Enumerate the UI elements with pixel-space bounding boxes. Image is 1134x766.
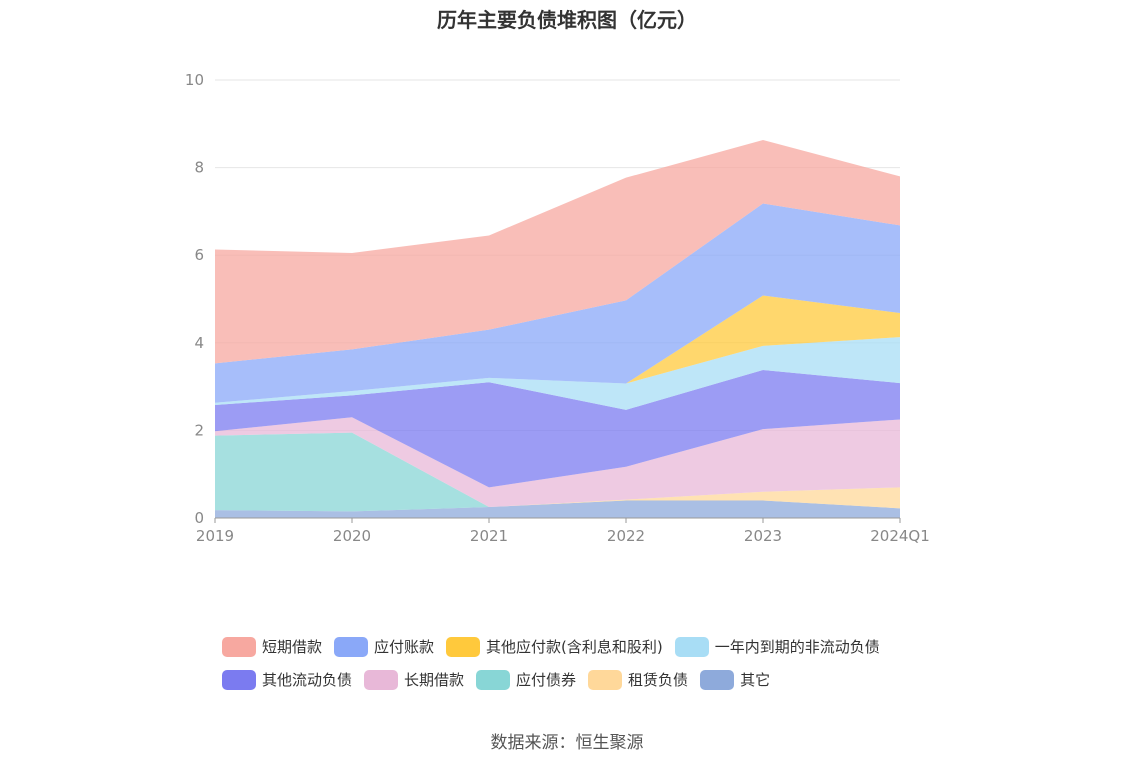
x-tick-label: 2020 xyxy=(333,527,371,545)
y-tick-label: 2 xyxy=(194,421,204,439)
legend-swatch xyxy=(588,669,623,690)
stacked-area-chart: 0 2 4 6 8 10 2019 2020 2021 2022 2023 2024Q1 xyxy=(185,71,930,545)
area-series-8 xyxy=(215,140,900,364)
legend-item-other-current-liabilities[interactable]: 其他流动负债 xyxy=(222,669,352,690)
legend-row: 其他流动负债 长期借款 应付债券 租赁负债 其它 xyxy=(222,663,982,696)
chart-legend: 短期借款 应付账款 其他应付款(含利息和股利) 一年内到期的非流动负债 其他流动… xyxy=(222,630,982,696)
legend-label: 一年内到期的非流动负债 xyxy=(714,638,880,656)
legend-swatch xyxy=(700,669,735,690)
legend-item-lease-liabilities[interactable]: 租赁负债 xyxy=(588,669,688,690)
legend-row: 短期借款 应付账款 其他应付款(含利息和股利) 一年内到期的非流动负债 xyxy=(222,630,982,663)
area-series-1 xyxy=(215,487,900,512)
y-tick-label: 0 xyxy=(194,509,204,527)
legend-label: 租赁负债 xyxy=(628,671,689,689)
legend-swatch xyxy=(476,669,511,690)
legend-swatch xyxy=(674,636,709,657)
legend-label: 短期借款 xyxy=(262,638,323,656)
area-series-7 xyxy=(215,203,900,403)
x-tick-label: 2021 xyxy=(470,527,508,545)
y-tick-label: 6 xyxy=(194,246,204,264)
legend-swatch xyxy=(364,669,399,690)
legend-label: 其他应付款(含利息和股利) xyxy=(486,638,663,656)
legend-label: 长期借款 xyxy=(404,671,465,689)
x-tick-label: 2024Q1 xyxy=(870,527,930,545)
legend-label: 其它 xyxy=(740,671,771,689)
legend-item-bonds-payable[interactable]: 应付债券 xyxy=(476,669,576,690)
chart-title: 历年主要负债堆积图（亿元） xyxy=(437,8,697,32)
legend-swatch xyxy=(222,669,256,690)
x-tick-label: 2022 xyxy=(607,527,645,545)
data-source-note: 数据来源：恒生聚源 xyxy=(490,733,644,753)
legend-item-long-term-borrowings[interactable]: 长期借款 xyxy=(364,669,464,690)
x-tick-label: 2019 xyxy=(196,527,234,545)
legend-item-accounts-payable[interactable]: 应付账款 xyxy=(334,636,434,657)
y-tick-label: 4 xyxy=(194,334,204,352)
legend-item-others[interactable]: 其它 xyxy=(700,669,770,690)
y-tick-label: 10 xyxy=(185,71,204,89)
area-series-5 xyxy=(215,337,900,410)
legend-swatch xyxy=(446,636,481,657)
legend-label: 其他流动负债 xyxy=(262,671,353,689)
x-tick-label: 2023 xyxy=(744,527,782,545)
legend-item-other-payables[interactable]: 其他应付款(含利息和股利) xyxy=(446,636,663,657)
legend-label: 应付债券 xyxy=(516,671,577,689)
legend-item-current-portion-noncurrent[interactable]: 一年内到期的非流动负债 xyxy=(674,636,880,657)
legend-item-short-term-borrowings[interactable]: 短期借款 xyxy=(222,636,322,657)
area-series-6 xyxy=(215,295,900,403)
area-series-4 xyxy=(215,369,900,488)
legend-swatch xyxy=(334,636,369,657)
legend-swatch xyxy=(222,636,256,657)
area-series-3 xyxy=(215,417,900,508)
area-series-0 xyxy=(215,500,900,518)
area-series-2 xyxy=(215,432,900,512)
y-tick-label: 8 xyxy=(194,159,204,177)
legend-label: 应付账款 xyxy=(374,638,435,656)
